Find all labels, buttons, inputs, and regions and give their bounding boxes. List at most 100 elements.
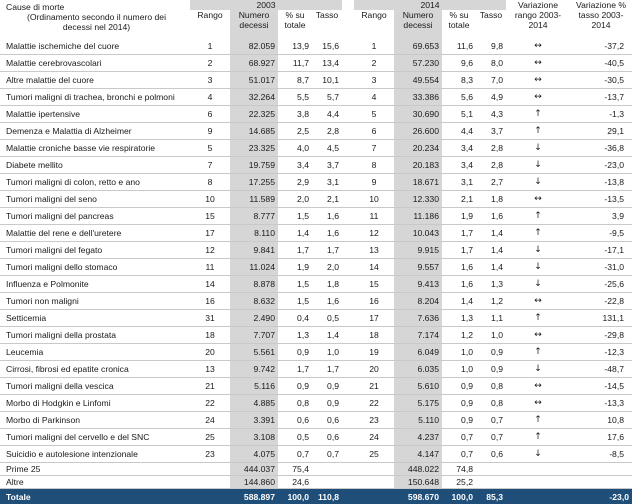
deaths-2014: 5.610 [394, 378, 442, 395]
rank-change-icon: ↑ [506, 429, 570, 446]
rank-change-icon: ↔ [506, 55, 570, 72]
pct-2014: 3,1 [442, 174, 476, 191]
deaths-2003: 9.742 [230, 361, 278, 378]
rate-2014: 0,7 [476, 429, 506, 446]
rank-2003: 16 [190, 293, 230, 310]
cause-cell: Tumori maligni della vescica [0, 378, 190, 395]
rank-2014: 4 [354, 89, 394, 106]
pct-2003: 1,5 [278, 208, 312, 225]
rate-2003: 1,7 [312, 242, 342, 259]
rate-2003: 2,1 [312, 191, 342, 208]
deaths-header-2014: Numero decessi [394, 10, 442, 38]
rank-2003: 11 [190, 259, 230, 276]
rank-2003: 23 [190, 446, 230, 463]
cause-cell: Malattie croniche basse vie respiratorie [0, 140, 190, 157]
var-rate: -12,3 [570, 344, 632, 361]
pct-2003: 2,9 [278, 174, 312, 191]
rate-2003: 0,6 [312, 412, 342, 429]
altre-label: Altre [0, 476, 190, 489]
rank-2014: 11 [354, 208, 394, 225]
deaths-header-2003: Numero decessi [230, 10, 278, 38]
cause-cell: Setticemia [0, 310, 190, 327]
var-rate: 10,8 [570, 412, 632, 429]
rate-2014: 0,9 [476, 344, 506, 361]
pct-2014: 9,6 [442, 55, 476, 72]
cause-cell: Altre malattie del cuore [0, 72, 190, 89]
pct-2003: 2,0 [278, 191, 312, 208]
rank-2003: 24 [190, 412, 230, 429]
deaths-2014: 9.915 [394, 242, 442, 259]
deaths-2003: 8.110 [230, 225, 278, 242]
total-deaths-2014: 598.670 [394, 489, 442, 504]
rank-change-icon: ↔ [506, 89, 570, 106]
rate-2014: 2,8 [476, 157, 506, 174]
pct-2003: 11,7 [278, 55, 312, 72]
cause-cell: Influenza e Polmonite [0, 276, 190, 293]
rate-2014: 1,3 [476, 276, 506, 293]
rank-2003: 31 [190, 310, 230, 327]
cause-cell: Morbo di Parkinson [0, 412, 190, 429]
rank-change-icon: ↔ [506, 72, 570, 89]
rank-2014: 15 [354, 276, 394, 293]
var-rate: -25,6 [570, 276, 632, 293]
var-rate: -13,3 [570, 395, 632, 412]
deaths-2003: 22.325 [230, 106, 278, 123]
pct-2003: 5,5 [278, 89, 312, 106]
cause-cell: Cirrosi, fibrosi ed epatite cronica [0, 361, 190, 378]
rank-change-icon: ↔ [506, 378, 570, 395]
var-rate: -29,8 [570, 327, 632, 344]
var-rate: -23,0 [570, 157, 632, 174]
rank-change-icon: ↔ [506, 293, 570, 310]
rate-2014: 9,8 [476, 38, 506, 55]
rank-2014: 8 [354, 157, 394, 174]
total-pct-2003: 100,0 [278, 489, 312, 504]
pct-2003: 0,9 [278, 344, 312, 361]
rank-change-icon: ↔ [506, 191, 570, 208]
rate-2014: 0,8 [476, 378, 506, 395]
deaths-2014: 10.043 [394, 225, 442, 242]
rate-2014: 1,2 [476, 293, 506, 310]
prime25-row: Prime 25 444.037 75,4 448.022 74,8 [0, 463, 632, 476]
total-var-rate: -23,0 [570, 489, 632, 504]
prime25-deaths-2003: 444.037 [230, 463, 278, 476]
rate-2014: 1,6 [476, 208, 506, 225]
pct-2014: 1,6 [442, 276, 476, 293]
rank-2003: 14 [190, 276, 230, 293]
pct-2014: 11,6 [442, 38, 476, 55]
pct-2003: 1,9 [278, 259, 312, 276]
altre-pct-2003: 24,6 [278, 476, 312, 489]
deaths-2014: 69.653 [394, 38, 442, 55]
deaths-2003: 68.927 [230, 55, 278, 72]
pct-2003: 1,7 [278, 242, 312, 259]
pct-2003: 2,5 [278, 123, 312, 140]
rank-2003: 3 [190, 72, 230, 89]
pct-2003: 1,7 [278, 361, 312, 378]
rank-2003: 1 [190, 38, 230, 55]
deaths-2014: 20.183 [394, 157, 442, 174]
rate-2003: 15,6 [312, 38, 342, 55]
altre-deaths-2014: 150.648 [394, 476, 442, 489]
var-rate: -22,8 [570, 293, 632, 310]
rate-2003: 0,5 [312, 310, 342, 327]
rank-change-icon: ↓ [506, 276, 570, 293]
pct-2003: 1,5 [278, 293, 312, 310]
cause-cell: Tumori maligni della prostata [0, 327, 190, 344]
cause-cell: Suicidio e autolesione intenzionale [0, 446, 190, 463]
cause-cell: Malattie ipertensive [0, 106, 190, 123]
rate-2003: 1,6 [312, 293, 342, 310]
rate-2003: 0,9 [312, 378, 342, 395]
var-rate: -30,5 [570, 72, 632, 89]
deaths-2014: 8.204 [394, 293, 442, 310]
rank-change-icon: ↑ [506, 412, 570, 429]
var-rate: 17,6 [570, 429, 632, 446]
cause-cell: Demenza e Malattia di Alzheimer [0, 123, 190, 140]
rate-2014: 0,9 [476, 361, 506, 378]
pct-2014: 4,4 [442, 123, 476, 140]
rate-2014: 1,8 [476, 191, 506, 208]
var-rate: -17,1 [570, 242, 632, 259]
